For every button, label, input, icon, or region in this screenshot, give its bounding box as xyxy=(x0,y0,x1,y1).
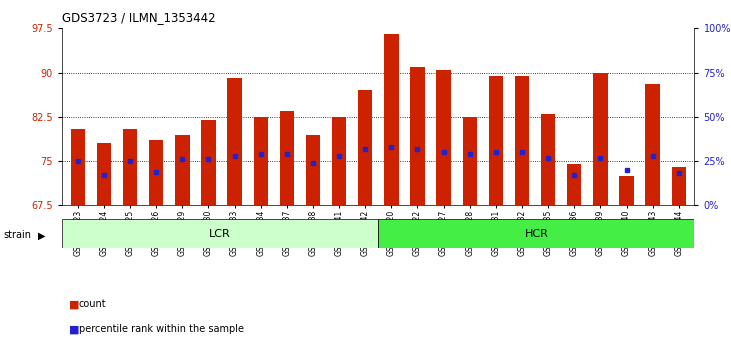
Bar xyxy=(541,114,556,205)
Bar xyxy=(123,129,137,205)
Bar xyxy=(175,135,189,205)
Bar xyxy=(593,73,607,205)
Text: LCR: LCR xyxy=(209,229,231,239)
Bar xyxy=(489,75,503,205)
Text: count: count xyxy=(79,299,107,309)
Text: HCR: HCR xyxy=(524,229,548,239)
Bar xyxy=(358,90,372,205)
Text: percentile rank within the sample: percentile rank within the sample xyxy=(79,324,244,334)
Bar xyxy=(306,135,320,205)
Bar xyxy=(515,75,529,205)
Bar xyxy=(463,117,477,205)
Bar xyxy=(645,84,660,205)
Bar xyxy=(62,219,378,248)
Bar xyxy=(201,120,216,205)
Bar xyxy=(619,176,634,205)
Bar xyxy=(96,143,111,205)
Text: strain: strain xyxy=(4,230,31,240)
Bar xyxy=(332,117,346,205)
Bar xyxy=(280,111,294,205)
Bar xyxy=(385,34,398,205)
Bar xyxy=(71,129,85,205)
Bar xyxy=(254,117,268,205)
Bar xyxy=(410,67,425,205)
Text: GDS3723 / ILMN_1353442: GDS3723 / ILMN_1353442 xyxy=(62,11,216,24)
Text: ■: ■ xyxy=(69,299,80,309)
Bar xyxy=(227,79,242,205)
Text: ■: ■ xyxy=(69,324,80,334)
Bar xyxy=(378,219,694,248)
Bar xyxy=(436,70,451,205)
Bar xyxy=(672,167,686,205)
Bar xyxy=(149,141,164,205)
Bar xyxy=(567,164,581,205)
Text: ▶: ▶ xyxy=(38,230,45,240)
